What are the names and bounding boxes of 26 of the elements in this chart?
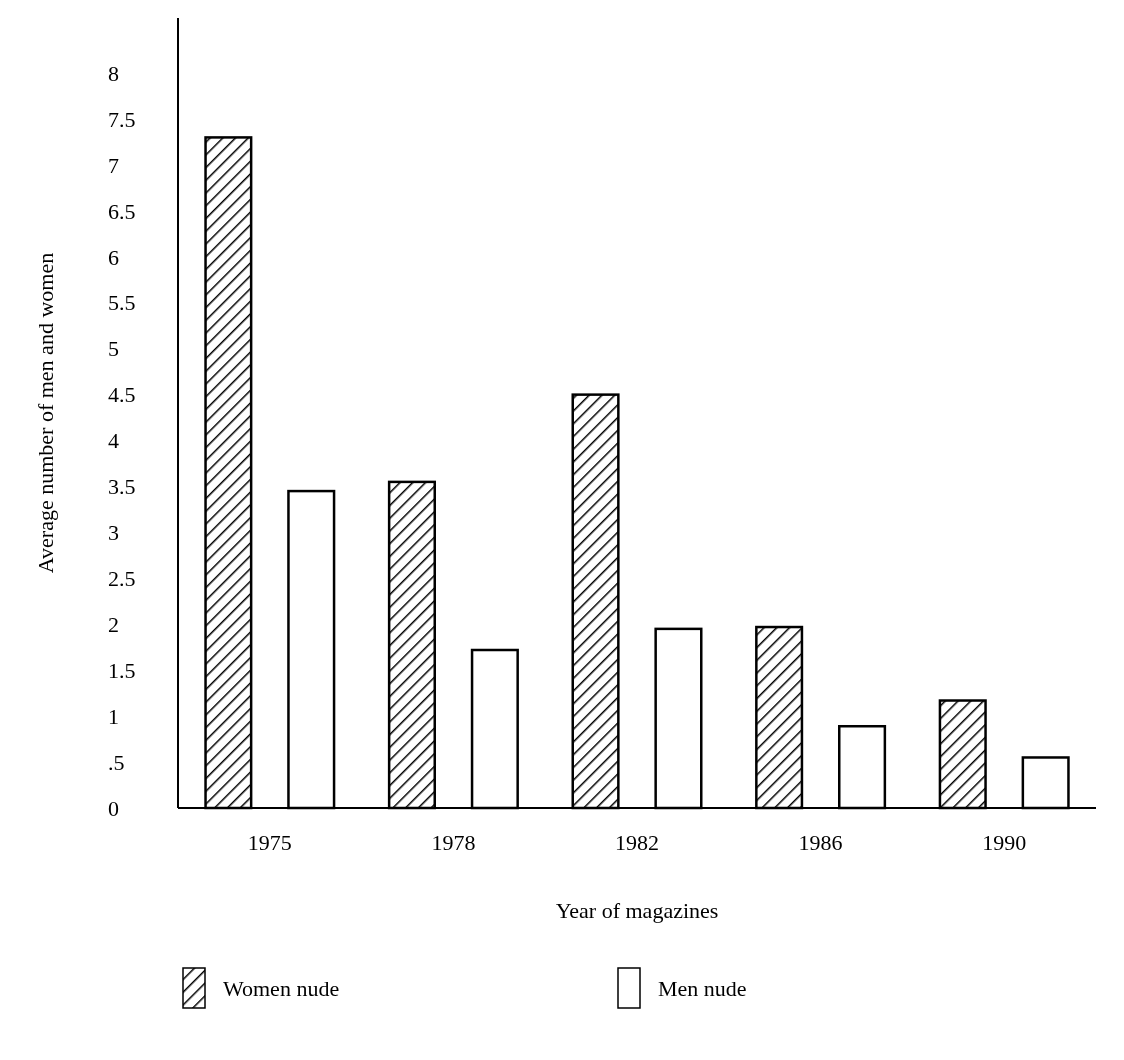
legend-label: Women nude <box>223 976 340 1001</box>
y-tick-label: 2 <box>108 611 119 637</box>
y-tick-label: 3.5 <box>108 474 136 500</box>
y-tick-label: 4 <box>108 428 119 454</box>
y-tick-label: .5 <box>108 749 125 775</box>
y-tick-label: 6.5 <box>108 198 136 224</box>
x-axis-title: Year of magazines <box>555 898 719 923</box>
y-tick-label: 6 <box>108 244 119 270</box>
y-tick-label: 7 <box>108 152 119 178</box>
x-tick-label: 1978 <box>431 830 476 855</box>
x-tick-label: 1990 <box>982 830 1027 855</box>
y-tick-label: 1.5 <box>108 657 136 683</box>
y-axis-title: Average number of men and women <box>33 252 58 574</box>
y-tick-label: 4.5 <box>108 382 136 408</box>
x-tick-label: 1982 <box>615 830 659 855</box>
y-tick-label: 8 <box>108 60 119 86</box>
x-tick-label: 1986 <box>798 830 843 855</box>
y-tick-label: 5 <box>108 336 119 362</box>
y-tick-label: 0 <box>108 795 119 821</box>
y-tick-label: 5.5 <box>108 290 136 316</box>
y-tick-label: 1 <box>108 703 119 729</box>
y-tick-label: 3 <box>108 520 119 546</box>
y-tick-label: 7.5 <box>108 106 136 132</box>
x-tick-label: 1975 <box>247 830 292 855</box>
y-tick-label: 2.5 <box>108 566 136 592</box>
legend-label: Men nude <box>658 976 747 1001</box>
